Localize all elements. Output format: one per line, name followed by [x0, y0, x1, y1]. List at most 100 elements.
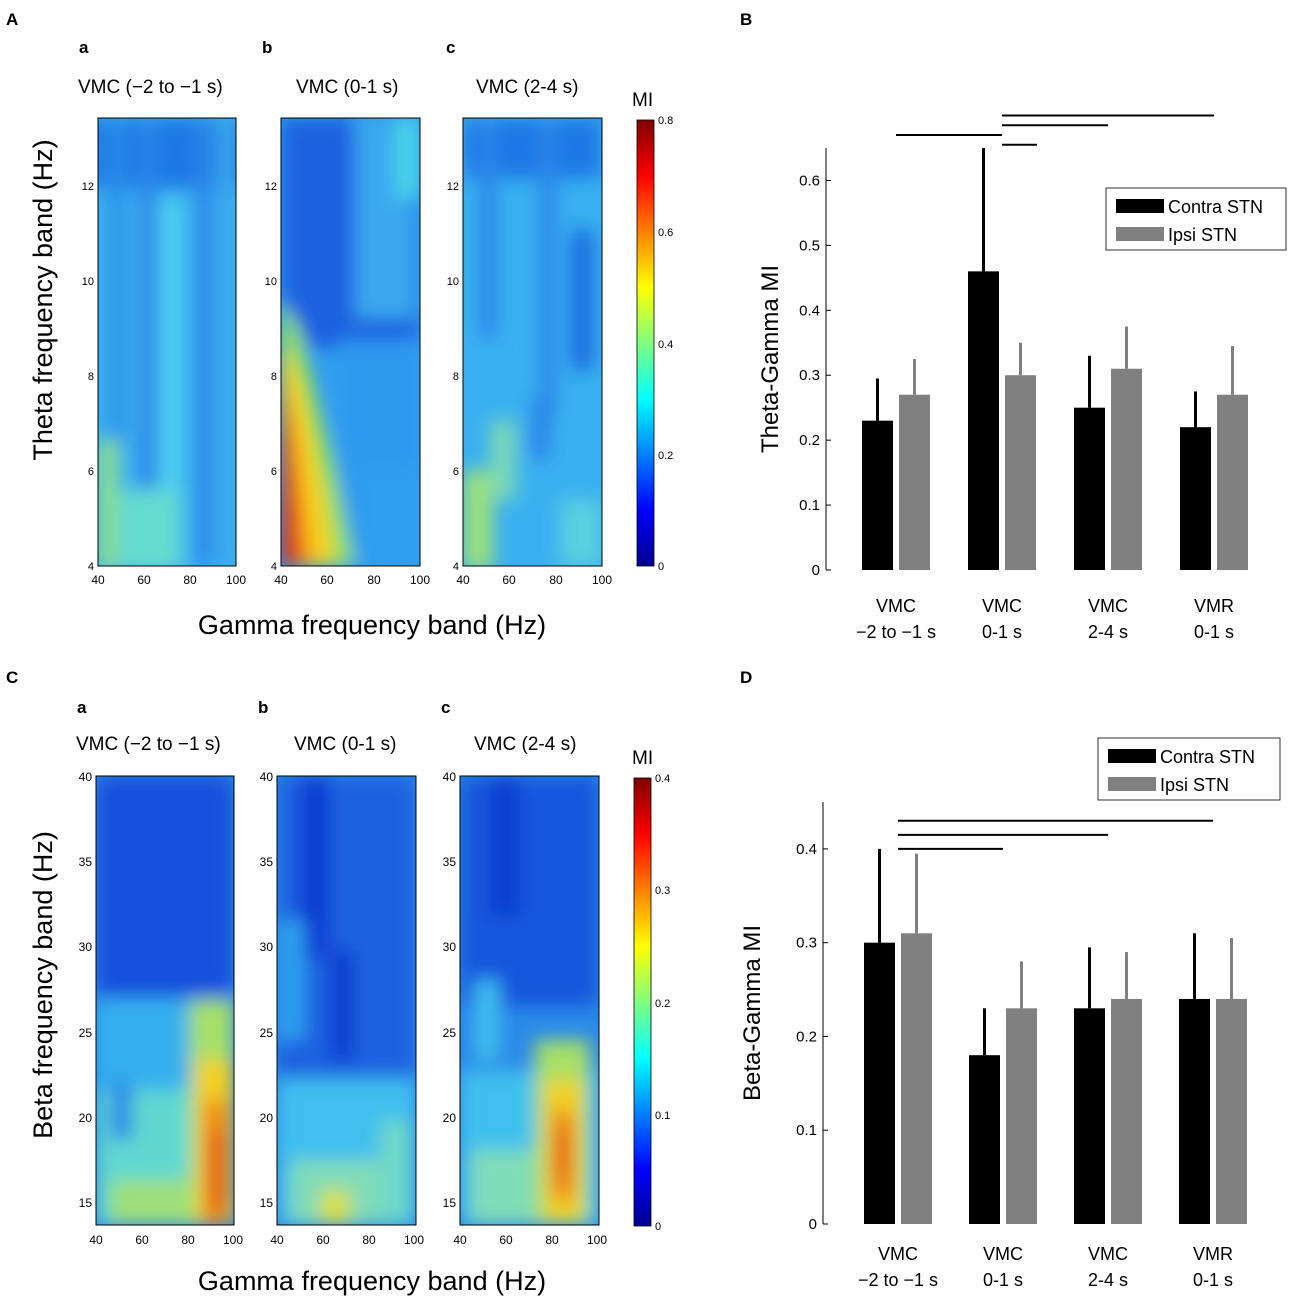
x-category-label: VMC — [983, 1244, 1023, 1264]
y-tick-label: 30 — [443, 940, 457, 954]
colorbar-tick: 0.2 — [655, 998, 670, 1010]
y-tick-label: 10 — [265, 276, 277, 288]
panel-label-C: C — [6, 668, 18, 687]
x-tick-label: 60 — [320, 573, 334, 587]
legend: Contra STN Ipsi STN — [1097, 737, 1281, 801]
panel-label-B: B — [740, 10, 752, 29]
y-tick-label: 6 — [88, 466, 94, 478]
y-tick-label: 35 — [443, 855, 457, 869]
heatmap-axes-ticks: 4 6 8 10 12 4 6 8 10 12 4 6 8 10 12 40 6… — [82, 181, 613, 587]
y-tick-label: 15 — [443, 1196, 457, 1210]
y-tick-label: 0.3 — [799, 367, 820, 384]
panel-label-D: D — [740, 668, 752, 687]
x-tick-label: 40 — [274, 573, 288, 587]
y-tick-label: 40 — [260, 770, 274, 784]
y-tick-label: 0.4 — [799, 302, 820, 319]
bar-ipsi — [901, 933, 932, 1224]
y-tick-label: 0.3 — [796, 935, 817, 952]
x-tick-label: 100 — [404, 1233, 424, 1247]
x-category-label: 0-1 s — [1193, 1270, 1233, 1290]
y-tick-label: 6 — [453, 466, 459, 478]
x-category-label: −2 to −1 s — [858, 1270, 938, 1290]
x-tick-label: 60 — [135, 1233, 149, 1247]
x-tick-label: 100 — [226, 573, 246, 587]
bar-contra — [1074, 407, 1105, 570]
colorbar-a: MI 0 0.2 0.4 0.6 0.8 — [632, 90, 673, 573]
y-tick-label: 35 — [79, 855, 93, 869]
y-tick-label: 8 — [88, 371, 94, 383]
x-tick-label: 80 — [183, 573, 197, 587]
heatmap-b — [277, 776, 416, 1225]
x-category-label: VMC — [1088, 596, 1128, 616]
bar-contra — [1074, 1008, 1105, 1224]
legend-swatch — [1108, 749, 1156, 763]
colorbar-tick: 0.6 — [658, 227, 673, 239]
bar-contra — [1180, 427, 1211, 570]
x-tick-label: 100 — [592, 573, 612, 587]
colorbar-tick: 0.8 — [658, 115, 673, 127]
panel-c-heatmaps: a b c VMC (−2 to −1 s) VMC (0-1 s) VMC (… — [28, 698, 670, 1296]
legend: Contra STN Ipsi STN — [1105, 187, 1287, 251]
y-tick-label: 30 — [79, 940, 93, 954]
bar-chart-theta-gamma: 0 0.1 0.2 0.3 0.4 0.5 0.6 Theta-Gamma MI VMC −2 t… — [757, 114, 1287, 642]
legend-label: Ipsi STN — [1160, 775, 1229, 795]
bar-ipsi — [1006, 1008, 1037, 1224]
x-tick-label: 100 — [223, 1233, 243, 1247]
colorbar-c: MI 0 0.1 0.2 0.3 0.4 — [632, 748, 670, 1233]
y-tick-label: 40 — [443, 770, 457, 784]
subpanel-letter-b: b — [258, 698, 268, 717]
bar-ipsi — [1217, 394, 1248, 570]
legend-label: Contra STN — [1168, 197, 1263, 217]
x-tick-label: 100 — [410, 573, 430, 587]
bar-contra — [864, 942, 895, 1224]
y-tick-label: 4 — [453, 561, 459, 573]
x-category-label: VMC — [1088, 1244, 1128, 1264]
y-tick-label: 4 — [88, 561, 94, 573]
x-tick-label: 80 — [367, 573, 381, 587]
x-tick-label: 80 — [549, 573, 563, 587]
colorbar-label: MI — [632, 748, 653, 769]
y-tick-label: 10 — [82, 276, 94, 288]
subpanel-title: VMC (−2 to −1 s) — [78, 77, 223, 98]
y-tick-label: 25 — [79, 1026, 93, 1040]
y-tick-label: 35 — [260, 855, 274, 869]
heatmap-c — [463, 118, 602, 566]
x-tick-label: 40 — [453, 1233, 467, 1247]
subpanel-letter-c: c — [446, 38, 455, 57]
x-tick-label: 60 — [137, 573, 151, 587]
heatmap-a — [98, 118, 236, 566]
colorbar-tick: 0.2 — [658, 450, 673, 462]
x-tick-label: 40 — [456, 573, 470, 587]
y-tick-label: 0.6 — [799, 172, 820, 189]
y-tick-label: 8 — [453, 371, 459, 383]
colorbar-tick: 0.4 — [655, 773, 670, 785]
y-axis-label: Theta frequency band (Hz) — [28, 139, 58, 460]
subpanel-title: VMC (2-4 s) — [476, 77, 578, 98]
legend-label: Contra STN — [1160, 747, 1255, 767]
subpanel-letter-b: b — [262, 38, 272, 57]
bar-ipsi — [1111, 368, 1142, 570]
y-tick-label: 25 — [260, 1026, 274, 1040]
x-tick-label: 80 — [545, 1233, 559, 1247]
y-tick-label: 25 — [443, 1026, 457, 1040]
subpanel-title: VMC (0-1 s) — [294, 734, 396, 755]
legend-swatch — [1108, 777, 1156, 791]
heatmap-b — [281, 118, 420, 566]
x-category-label: VMR — [1194, 596, 1234, 616]
bar-contra — [969, 1055, 1000, 1224]
heatmap-a — [96, 776, 234, 1225]
y-tick-label: 0.1 — [796, 1122, 817, 1139]
x-tick-label: 40 — [270, 1233, 284, 1247]
y-tick-label: 12 — [82, 181, 94, 193]
y-tick-label: 10 — [447, 276, 459, 288]
y-tick-label: 30 — [260, 940, 274, 954]
y-tick-label: 40 — [79, 770, 93, 784]
bar-contra — [968, 271, 999, 570]
y-tick-label: 0.2 — [799, 432, 820, 449]
bar-ipsi — [899, 394, 930, 570]
subpanel-letter-c: c — [441, 698, 450, 717]
x-category-label: VMC — [982, 596, 1022, 616]
y-tick-label: 0 — [812, 562, 820, 579]
y-tick-label: 0 — [809, 1216, 817, 1233]
legend-swatch — [1116, 227, 1164, 241]
